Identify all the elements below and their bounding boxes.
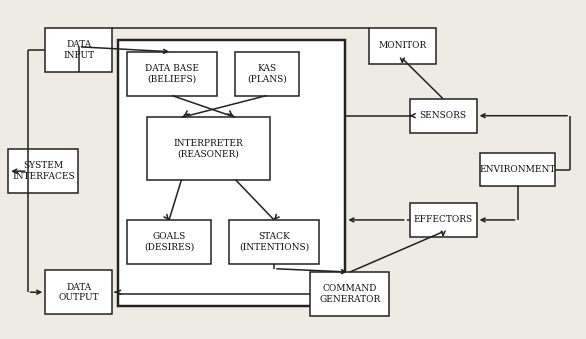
Text: GOALS
(DESIRES): GOALS (DESIRES)	[144, 232, 194, 252]
Bar	[127, 52, 217, 96]
Text: SYSTEM
INTERFACES: SYSTEM INTERFACES	[12, 161, 74, 181]
Bar	[410, 99, 477, 133]
Bar	[311, 272, 389, 316]
Text: COMMAND
GENERATOR: COMMAND GENERATOR	[319, 284, 380, 304]
Text: ENVIRONMENT: ENVIRONMENT	[479, 165, 556, 174]
Text: DATA BASE
(BELIEFS): DATA BASE (BELIEFS)	[145, 64, 199, 83]
Text: EFFECTORS: EFFECTORS	[414, 215, 473, 224]
Bar	[479, 153, 556, 186]
Bar	[234, 52, 299, 96]
Text: DATA
OUTPUT: DATA OUTPUT	[59, 282, 99, 302]
Text: STACK
(INTENTIONS): STACK (INTENTIONS)	[239, 232, 309, 252]
Text: SENSORS: SENSORS	[420, 111, 466, 120]
Text: KAS
(PLANS): KAS (PLANS)	[247, 64, 287, 83]
Bar	[45, 271, 112, 314]
Bar	[369, 28, 436, 64]
Bar	[410, 203, 477, 237]
Text: DATA
INPUT: DATA INPUT	[63, 40, 94, 60]
Text: MONITOR: MONITOR	[378, 41, 427, 51]
Bar	[118, 40, 346, 306]
Bar	[45, 28, 112, 72]
Text: INTERPRETER
(REASONER): INTERPRETER (REASONER)	[173, 139, 243, 158]
Bar	[127, 220, 212, 264]
Bar	[229, 220, 319, 264]
Bar	[8, 149, 79, 193]
Bar	[147, 117, 270, 180]
